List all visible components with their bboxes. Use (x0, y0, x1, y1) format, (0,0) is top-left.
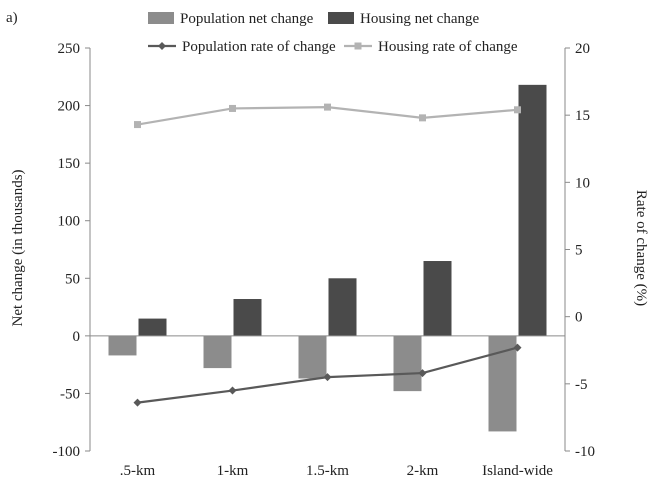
bar-population-net-change-3 (393, 335, 422, 392)
x-tick-label-1: 1-km (217, 463, 249, 479)
y2-tick-label-4: 0 (575, 310, 583, 326)
x-tick-label-0: .5-km (120, 463, 156, 479)
y-tick-label-4: 50 (65, 271, 80, 287)
y-tick-label-6: -50 (60, 386, 80, 402)
y-tick-label-0: 250 (58, 41, 81, 57)
y-tick-label-7: -100 (53, 444, 81, 460)
y-axis-title: Net change (in thousands) (10, 169, 26, 326)
legend-swatch-housing-net-change (328, 12, 354, 24)
y-tick-label-5: 0 (73, 329, 81, 345)
y-tick-label-1: 200 (58, 99, 81, 115)
legend-label-housing-rate-of-change: Housing rate of change (378, 39, 518, 55)
y2-tick-label-1: 15 (575, 108, 590, 124)
legend-label-housing-net-change: Housing net change (360, 11, 479, 27)
y2-axis-title: Rate of change (%) (633, 190, 649, 306)
legend-swatch-population-net-change (148, 12, 174, 24)
point-population-rate-of-change-1 (228, 386, 237, 395)
point-housing-rate-of-change-4 (514, 106, 521, 114)
y2-tick-label-0: 20 (575, 41, 590, 57)
legend-label-population-rate-of-change: Population rate of change (182, 39, 336, 55)
y2-tick-label-3: 5 (575, 243, 583, 259)
legend-label-population-net-change: Population net change (180, 11, 314, 27)
point-housing-rate-of-change-1 (229, 104, 236, 112)
y2-tick-label-5: -5 (575, 377, 588, 393)
y2-tick-label-2: 10 (575, 175, 590, 191)
point-population-rate-of-change-4 (513, 343, 522, 352)
point-housing-rate-of-change-0 (134, 121, 141, 129)
y2-tick-label-6: -10 (575, 444, 595, 460)
bar-population-net-change-2 (298, 335, 327, 379)
point-population-rate-of-change-0 (133, 398, 142, 407)
y-tick-label-2: 150 (58, 156, 81, 172)
bar-population-net-change-0 (108, 335, 137, 356)
bar-housing-net-change-1 (233, 299, 262, 336)
x-tick-label-4: Island-wide (482, 463, 553, 479)
y-tick-label-3: 100 (58, 214, 81, 230)
point-housing-rate-of-change-2 (324, 103, 331, 111)
bar-housing-net-change-4 (518, 84, 547, 336)
point-housing-rate-of-change-3 (419, 114, 426, 122)
bar-housing-net-change-2 (328, 278, 357, 336)
point-population-rate-of-change-3 (418, 369, 427, 378)
legend: Population net change Housing net change P… (148, 11, 518, 55)
bar-housing-net-change-3 (423, 261, 452, 336)
legend-marker-housing-rate-of-change (354, 42, 362, 50)
x-tick-label-2: 1.5-km (306, 463, 349, 479)
bar-housing-net-change-0 (138, 318, 167, 336)
bar-population-net-change-4 (488, 335, 517, 432)
panel-label: a) (6, 10, 18, 26)
legend-marker-population-rate-of-change (158, 42, 166, 50)
plot-area: 250200150100500-50-10020151050-5-10.5-km… (53, 41, 596, 479)
point-population-rate-of-change-2 (323, 373, 332, 382)
bar-population-net-change-1 (203, 335, 232, 369)
x-tick-label-3: 2-km (407, 463, 439, 479)
